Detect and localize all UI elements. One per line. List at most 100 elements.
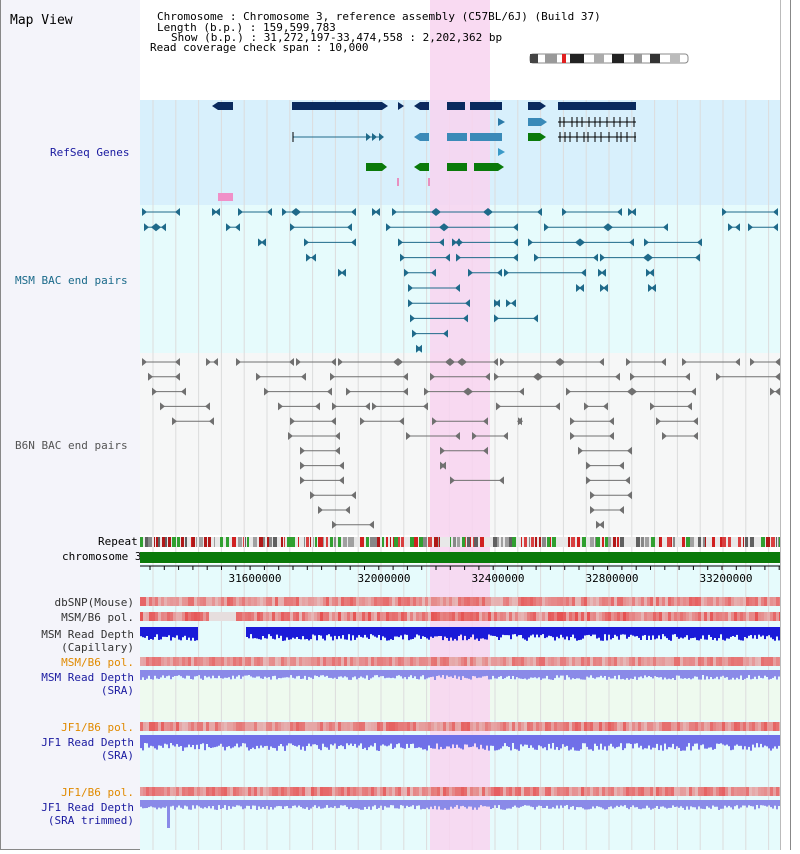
heat-cell <box>776 597 779 606</box>
heat-cell <box>218 787 221 796</box>
heat-cell <box>635 597 638 606</box>
depth-bar <box>624 670 626 680</box>
depth-bar <box>190 627 192 641</box>
heat-cell <box>494 597 497 606</box>
heat-cell <box>410 787 413 796</box>
depth-bar <box>778 800 780 806</box>
depth-bar <box>740 800 742 808</box>
heat-cell <box>233 722 236 731</box>
depth-bar <box>170 800 172 807</box>
depth-bar <box>314 670 316 676</box>
depth-bar <box>510 670 512 679</box>
chromosome-band[interactable] <box>140 552 780 563</box>
depth-bar <box>726 800 728 808</box>
heat-cell <box>542 612 545 621</box>
msm-bac-end-marker <box>404 268 409 277</box>
highlight-region[interactable] <box>430 0 490 850</box>
depth-bar <box>582 627 584 639</box>
heat-cell <box>422 787 425 796</box>
depth-bar <box>500 735 502 749</box>
depth-bar <box>158 800 160 808</box>
heat-cell <box>683 657 686 666</box>
depth-bar <box>454 800 456 807</box>
heat-cell <box>464 787 467 796</box>
depth-bar <box>592 670 594 678</box>
heat-cell <box>218 657 221 666</box>
depth-bar <box>586 735 588 747</box>
depth-bar <box>636 670 638 680</box>
msm-bac-end-marker <box>398 238 403 247</box>
heat-cell <box>581 722 584 731</box>
heat-cell <box>755 597 758 606</box>
depth-bar <box>756 627 758 639</box>
depth-bar <box>664 735 666 744</box>
repeat-element <box>720 537 722 547</box>
depth-bar <box>490 735 492 746</box>
depth-bar <box>430 627 432 637</box>
msm-bac-end-marker <box>513 223 518 232</box>
depth-bar <box>336 800 338 809</box>
repeat-track[interactable] <box>140 537 783 547</box>
heat-cell <box>548 787 551 796</box>
depth-bar <box>330 735 332 745</box>
b6n-bac-pairs[interactable] <box>142 358 780 529</box>
depth-bar <box>642 735 644 750</box>
depth-bar <box>238 735 240 748</box>
heat-cell <box>497 612 500 621</box>
heat-cell <box>491 612 494 621</box>
depth-bar <box>368 627 370 639</box>
depth-bar <box>234 670 236 679</box>
heat-cell <box>527 787 530 796</box>
refseq-genes-label: RefSeq Genes <box>50 146 129 159</box>
chromosome-ideogram[interactable] <box>529 53 689 64</box>
read-depth-tracks[interactable] <box>140 627 780 828</box>
depth-bar <box>568 800 570 810</box>
depth-bar <box>524 800 526 806</box>
depth-bar <box>614 670 616 676</box>
heat-cell <box>638 722 641 731</box>
heat-cell <box>497 597 500 606</box>
depth-bar <box>472 670 474 676</box>
repeat-element <box>509 537 512 547</box>
depth-bar <box>370 800 372 810</box>
heat-cell <box>506 597 509 606</box>
refseq-genes[interactable] <box>212 102 636 201</box>
heat-cell <box>152 597 155 606</box>
heat-cell <box>446 612 449 621</box>
heat-cell <box>485 597 488 606</box>
msm-bac-end-marker <box>575 238 580 247</box>
depth-bar <box>650 627 652 640</box>
msm-bac-pairs[interactable] <box>142 208 778 353</box>
heat-cell <box>743 787 746 796</box>
depth-bar <box>316 800 318 809</box>
heat-cell <box>671 657 674 666</box>
depth-bar <box>192 627 194 638</box>
depth-bar <box>154 627 156 637</box>
heat-cell <box>695 597 698 606</box>
depth-bar <box>728 670 730 680</box>
depth-bar <box>778 627 780 641</box>
depth-bar <box>384 800 386 807</box>
depth-bar <box>430 800 432 807</box>
heat-cell <box>197 722 200 731</box>
depth-bar <box>390 627 392 640</box>
heat-cell <box>737 722 740 731</box>
heat-cell <box>668 787 671 796</box>
heat-cell <box>650 612 653 621</box>
heat-cell <box>257 787 260 796</box>
depth-bar <box>366 627 368 638</box>
heat-cell <box>356 657 359 666</box>
heat-cell <box>719 787 722 796</box>
polymorphism-heat-tracks[interactable] <box>140 597 782 796</box>
depth-bar <box>678 670 680 676</box>
heat-cell <box>251 787 254 796</box>
b6n-bac-end-marker <box>332 402 337 411</box>
depth-bar <box>722 735 724 745</box>
depth-bar <box>434 735 436 749</box>
heat-cell <box>401 722 404 731</box>
depth-bar <box>302 670 304 679</box>
depth-bar <box>664 670 666 678</box>
depth-bar <box>320 735 322 751</box>
heat-cell <box>392 597 395 606</box>
